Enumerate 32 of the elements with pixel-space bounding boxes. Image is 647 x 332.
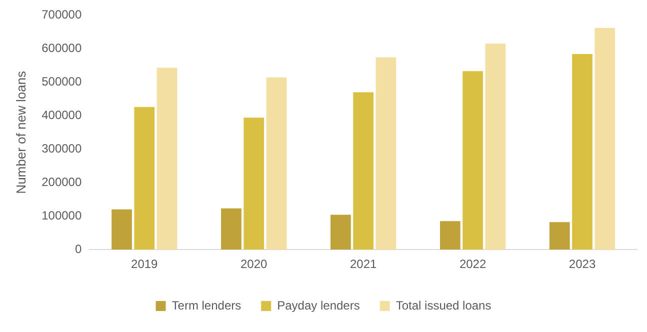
bar [462,71,483,250]
bar [266,77,287,250]
y-tick-label: 0 [74,242,82,256]
bar [485,44,506,250]
y-tick-label: 700000 [42,8,82,22]
y-tick-label: 400000 [42,108,82,122]
bar [440,221,460,250]
x-tick-label: 2020 [240,257,268,272]
y-tick-label: 500000 [42,74,82,88]
y-axis-title: Number of new loans [13,70,28,194]
bar [112,209,132,250]
legend-label: Total issued loans [396,298,492,312]
x-tick-label: 2023 [568,257,596,272]
bar [330,214,351,250]
y-tick-label: 600000 [42,41,82,55]
bar [376,57,396,250]
legend-label: Term lenders [172,298,242,312]
bar [134,106,155,250]
y-tick-label: 200000 [42,174,82,189]
bar [594,28,616,250]
bar [549,222,570,250]
x-tick-label: 2019 [131,257,158,272]
bar [353,92,374,250]
bar [221,208,242,250]
bar [244,118,264,250]
x-tick-label: 2022 [459,257,486,272]
x-tick-label: 2021 [350,257,377,272]
legend-label: Payday lenders [277,298,360,312]
bar [156,68,178,250]
y-tick-label: 300000 [42,141,82,156]
y-tick-label: 100000 [42,208,82,222]
bar [572,54,592,250]
